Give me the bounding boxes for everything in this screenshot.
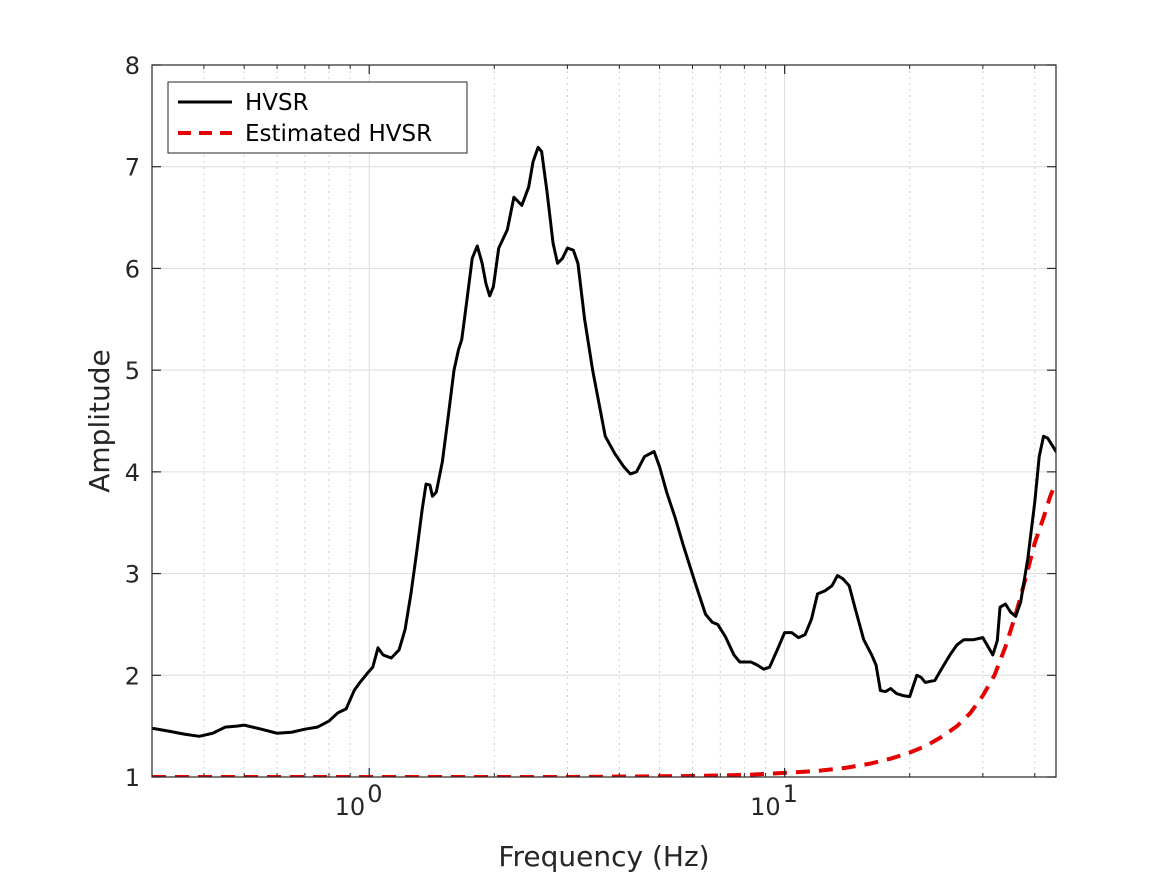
y-tick-label: 6 [125,255,140,283]
y-tick-labels: 1 2 3 4 5 6 7 8 [125,52,140,792]
legend-label-hvsr: HVSR [245,90,309,116]
series-line-hvsr [152,145,1056,738]
y-tick-label: 4 [125,459,140,487]
x-tick-labels: 10 0 10 1 [335,780,798,821]
axis-ticks [151,64,1056,778]
plot-area [152,65,1056,777]
y-axis-label: Amplitude [83,349,116,493]
x-tick-label-exponent: 1 [783,780,798,808]
legend: HVSR Estimated HVSR [167,81,468,154]
x-axis-label: Frequency (Hz) [498,840,709,873]
y-tick-label: 8 [125,52,140,80]
y-tick-label: 2 [125,662,140,690]
legend-label-estimated-hvsr: Estimated HVSR [245,121,432,147]
x-tick-label-exponent: 0 [367,780,382,808]
series-line-estimated-hvsr [152,481,1056,777]
legend-box [167,81,468,154]
y-tick-label: 3 [125,561,140,589]
y-tick-label: 7 [125,154,140,182]
y-tick-label: 5 [125,357,140,385]
series-layer [152,145,1056,777]
x-tick-label-base: 10 [750,793,781,821]
y-tick-label: 1 [125,764,140,792]
plot-frame [151,64,1057,778]
x-tick-label-base: 10 [335,793,366,821]
major-grid [152,65,1056,777]
